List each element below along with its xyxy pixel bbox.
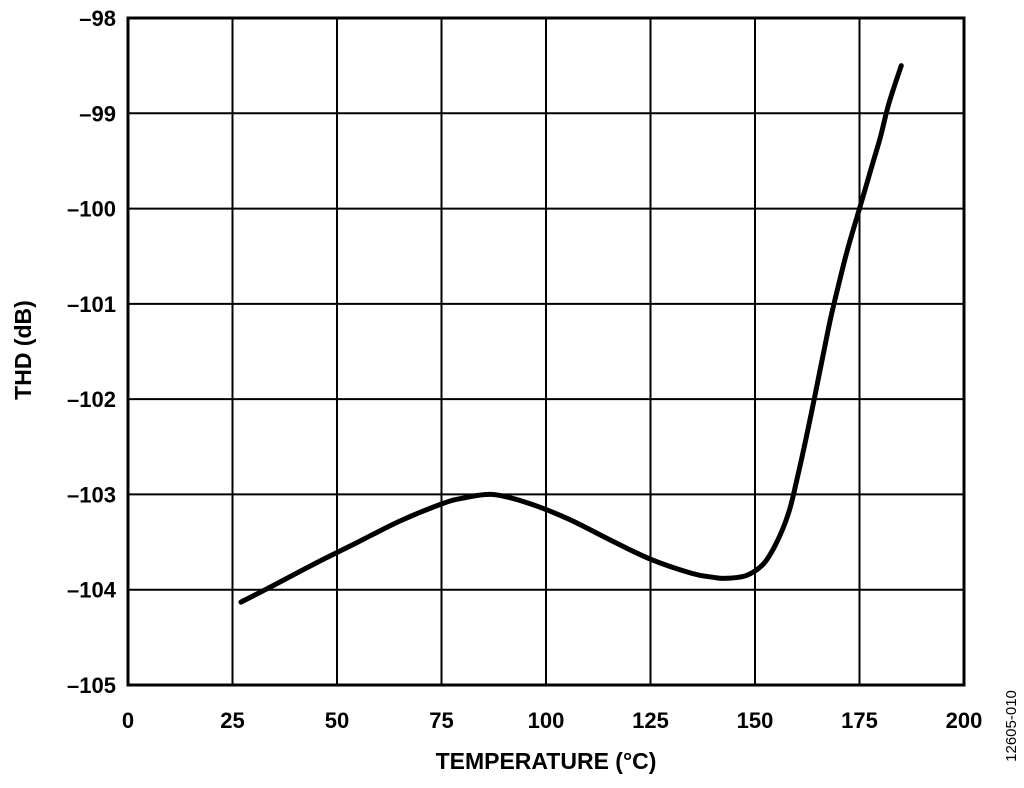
y-tick-label: –103 [67,482,116,507]
x-tick-label: 175 [841,708,878,733]
y-tick-label: –105 [67,673,116,698]
y-tick-label: –98 [79,6,116,31]
plot-frame [126,16,966,687]
x-tick-label: 150 [737,708,774,733]
figure-id: 12605-010 [1003,690,1020,762]
series-group [238,63,904,605]
x-tick-label: 0 [122,708,134,733]
y-tick-labels: –98 –99 –100 –101 –102 –103 –104 –105 [67,6,117,698]
y-tick-label: –102 [67,387,116,412]
x-tick-label: 100 [528,708,565,733]
y-tick-label: –99 [79,101,116,126]
grid [127,17,965,686]
y-tick-label: –104 [67,578,117,603]
x-tick-label: 50 [325,708,349,733]
x-tick-label: 200 [946,708,983,733]
y-tick-label: –100 [67,197,116,222]
x-tick-label: 75 [429,708,453,733]
x-tick-labels: 0 25 50 75 100 125 150 175 200 [122,708,982,733]
x-axis-title: TEMPERATURE (°C) [436,748,657,774]
y-tick-label: –101 [67,292,116,317]
y-axis-title: THD (dB) [10,300,36,400]
series-line-0 [238,63,904,605]
x-tick-label: 125 [632,708,669,733]
x-tick-label: 25 [220,708,244,733]
